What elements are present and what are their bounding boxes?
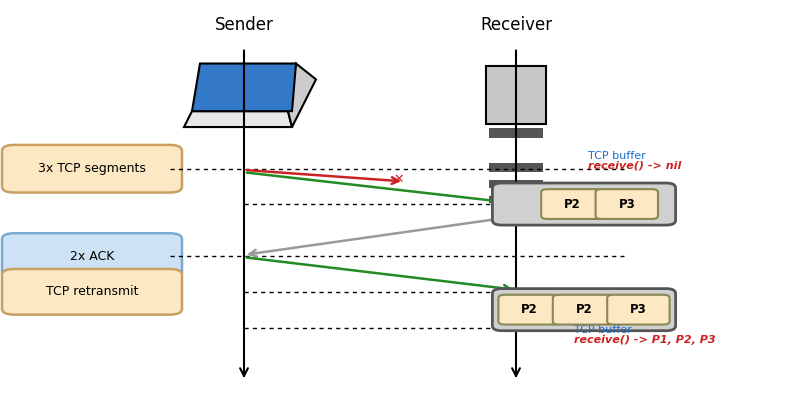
Text: 2x ACK: 2x ACK (70, 250, 114, 262)
FancyBboxPatch shape (492, 183, 675, 225)
Text: TCP buffer: TCP buffer (574, 326, 632, 335)
Polygon shape (288, 64, 316, 127)
Polygon shape (202, 68, 286, 105)
FancyBboxPatch shape (498, 295, 561, 325)
Text: P3: P3 (618, 198, 635, 210)
Text: receive() -> nil: receive() -> nil (588, 161, 682, 171)
FancyBboxPatch shape (492, 289, 675, 331)
FancyBboxPatch shape (542, 189, 604, 219)
Text: P2: P2 (564, 198, 581, 210)
FancyBboxPatch shape (490, 128, 543, 138)
FancyBboxPatch shape (486, 66, 546, 124)
Text: ✕: ✕ (393, 173, 404, 185)
Text: TCP buffer: TCP buffer (588, 151, 646, 161)
FancyBboxPatch shape (490, 179, 543, 188)
Text: P2: P2 (522, 303, 538, 316)
FancyBboxPatch shape (490, 195, 543, 203)
FancyBboxPatch shape (607, 295, 670, 325)
FancyBboxPatch shape (490, 163, 543, 172)
Text: Sender: Sender (214, 16, 274, 34)
FancyBboxPatch shape (596, 189, 658, 219)
Polygon shape (192, 64, 296, 111)
Text: receive() -> P1, P2, P3: receive() -> P1, P2, P3 (574, 335, 716, 345)
Text: P2: P2 (576, 303, 592, 316)
Polygon shape (184, 111, 292, 127)
Text: TCP retransmit: TCP retransmit (46, 285, 138, 298)
Text: Receiver: Receiver (480, 16, 552, 34)
FancyBboxPatch shape (553, 295, 615, 325)
FancyBboxPatch shape (2, 269, 182, 314)
FancyBboxPatch shape (2, 145, 182, 193)
Text: P3: P3 (630, 303, 646, 316)
Text: 3x TCP segments: 3x TCP segments (38, 162, 146, 175)
FancyBboxPatch shape (2, 233, 182, 279)
